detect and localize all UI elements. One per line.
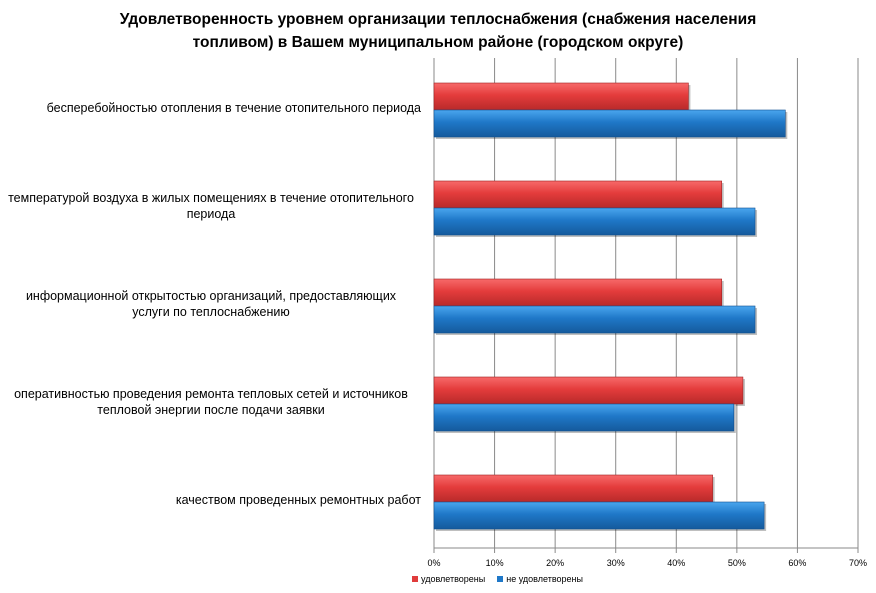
bar-satisfied (433, 278, 723, 307)
legend-item-satisfied: удовлетворены (412, 574, 485, 584)
x-tick-label: 30% (607, 558, 625, 568)
x-tick-label: 0% (427, 558, 440, 568)
bar-not-satisfied (433, 207, 756, 236)
title-line-1: Удовлетворенность уровнем организации те… (119, 11, 757, 28)
bar-satisfied (433, 82, 689, 111)
category-label-line: бесперебойностью отопления в течение ото… (46, 101, 421, 115)
category-label-line: оперативностью проведения ремонта теплов… (14, 387, 408, 401)
bar-satisfied (433, 474, 713, 503)
legend-label-satisfied: удовлетворены (421, 574, 486, 584)
x-tick-label: 10% (486, 558, 504, 568)
legend: удовлетворены не удовлетворены (412, 574, 583, 584)
x-tick-label: 60% (788, 558, 806, 568)
bar-not-satisfied (433, 403, 735, 432)
legend-swatch-satisfied (412, 576, 418, 582)
legend-item-not-satisfied: не удовлетворены (497, 574, 583, 584)
category-label-line: тепловой энергии после подачи заявки (97, 403, 325, 417)
bar-not-satisfied (433, 109, 786, 138)
bar-not-satisfied (433, 501, 765, 530)
category-label-line: качеством проведенных ремонтных работ (175, 493, 421, 507)
category-label-line: периода (186, 207, 236, 221)
bar-satisfied (433, 376, 744, 405)
x-tick-label: 40% (667, 558, 685, 568)
legend-label-not-satisfied: не удовлетворены (506, 574, 583, 584)
category-label-line: информационной открытостью организаций, … (25, 289, 397, 303)
category-label-line: температурой воздуха в жилых помещениях … (8, 191, 414, 205)
bar-not-satisfied (433, 305, 756, 334)
chart-title: Удовлетворенность уровнем организации те… (0, 8, 876, 54)
category-label: информационной открытостью организаций, … (1, 288, 421, 320)
category-label: качеством проведенных ремонтных работ (1, 492, 421, 508)
x-tick-label: 20% (546, 558, 564, 568)
category-label: температурой воздуха в жилых помещениях … (1, 190, 421, 222)
category-label-line: услуги по теплоснабжению (132, 305, 290, 319)
category-label: оперативностью проведения ремонта теплов… (1, 386, 421, 418)
x-tick-label: 50% (728, 558, 746, 568)
category-label: бесперебойностью отопления в течение ото… (1, 100, 421, 116)
legend-swatch-not-satisfied (497, 576, 504, 582)
bar-satisfied (433, 180, 723, 209)
title-line-2: топливом) в Вашем муниципальном районе (… (192, 34, 684, 51)
x-tick-label: 70% (849, 558, 867, 568)
